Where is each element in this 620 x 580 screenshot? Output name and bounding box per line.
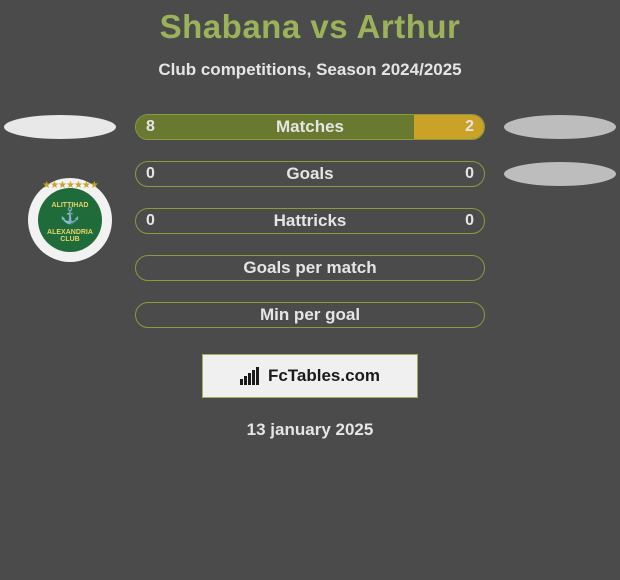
club-stars: ★★★★★★★ (42, 180, 98, 191)
player2-name: Arthur (357, 8, 461, 45)
stat-left-value: 0 (146, 165, 155, 183)
club-badge: ★★★★★★★ ALITTIHAD ⚓ ALEXANDRIA CLUB (28, 178, 112, 262)
stat-right-value: 0 (465, 212, 474, 230)
bar-chart-icon (240, 367, 262, 385)
stat-row: Goals per match (0, 255, 620, 281)
brand-box[interactable]: FcTables.com (202, 354, 418, 398)
player2-marker (504, 115, 616, 139)
stat-bar: 0 0 Hattricks (135, 208, 485, 234)
stat-label: Matches (276, 117, 344, 137)
stat-right-value: 2 (465, 118, 474, 136)
stat-row: Min per goal (0, 302, 620, 328)
subtitle: Club competitions, Season 2024/2025 (0, 60, 620, 80)
widget-container: Shabana vs Arthur Club competitions, Sea… (0, 0, 620, 580)
stat-bar: Min per goal (135, 302, 485, 328)
club-line2: ALEXANDRIA CLUB (38, 229, 102, 243)
vs-text: vs (310, 8, 348, 45)
content: Shabana vs Arthur Club competitions, Sea… (0, 0, 620, 440)
player2-marker (504, 162, 616, 186)
stat-label: Hattricks (274, 211, 347, 231)
stat-label: Goals per match (243, 258, 376, 278)
stat-bar: Goals per match (135, 255, 485, 281)
club-badge-inner: ★★★★★★★ ALITTIHAD ⚓ ALEXANDRIA CLUB (38, 188, 102, 252)
stat-left-value: 0 (146, 212, 155, 230)
title: Shabana vs Arthur (0, 8, 620, 46)
stat-bar: 8 2 Matches (135, 114, 485, 140)
brand-text: FcTables.com (268, 366, 380, 386)
stat-label: Min per goal (260, 305, 360, 325)
stat-left-value: 8 (146, 118, 155, 136)
anchor-icon: ⚓ (60, 209, 80, 225)
stat-bar: 0 0 Goals (135, 161, 485, 187)
stat-label: Goals (286, 164, 333, 184)
stat-right-value: 0 (465, 165, 474, 183)
player1-name: Shabana (160, 8, 301, 45)
date-text: 13 january 2025 (0, 420, 620, 440)
stat-row: 8 2 Matches (0, 114, 620, 140)
player1-marker (4, 115, 116, 139)
